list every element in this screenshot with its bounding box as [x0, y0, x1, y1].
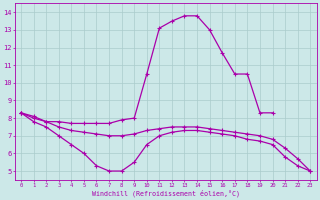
X-axis label: Windchill (Refroidissement éolien,°C): Windchill (Refroidissement éolien,°C) [92, 189, 240, 197]
